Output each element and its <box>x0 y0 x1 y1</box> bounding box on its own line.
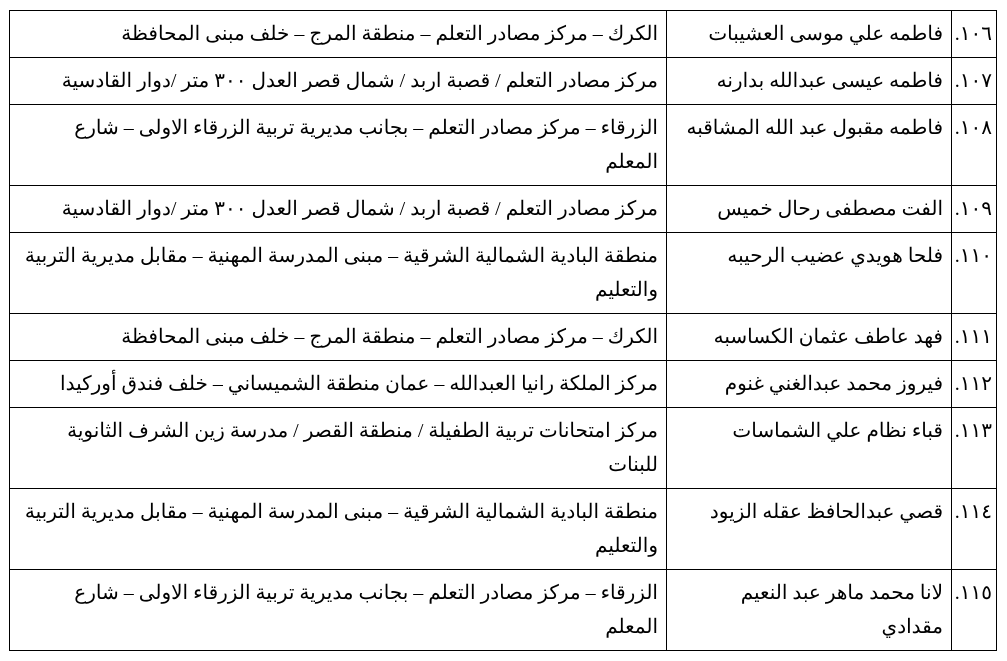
row-name: لانا محمد ماهر عبد النعيم مقدادي <box>667 570 952 651</box>
row-index: ١٠٩. <box>952 186 997 233</box>
row-index: ١٠٨. <box>952 105 997 186</box>
row-location: الزرقاء – مركز مصادر التعلم – بجانب مدير… <box>10 570 667 651</box>
row-index: ١١٢. <box>952 361 997 408</box>
row-location: الكرك – مركز مصادر التعلم – منطقة المرج … <box>10 314 667 361</box>
row-location: مركز مصادر التعلم / قصبة اربد / شمال قصر… <box>10 186 667 233</box>
row-index: ١١٥. <box>952 570 997 651</box>
table-body: ١٠٦. فاطمه علي موسى العشيبات الكرك – مرك… <box>10 11 997 651</box>
row-name: فيروز محمد عبدالغني غنوم <box>667 361 952 408</box>
row-location: الكرك – مركز مصادر التعلم – منطقة المرج … <box>10 11 667 58</box>
table-row: ١٠٩. الفت مصطفى رحال خميس مركز مصادر الت… <box>10 186 997 233</box>
row-index: ١٠٦. <box>952 11 997 58</box>
row-location: الزرقاء – مركز مصادر التعلم – بجانب مدير… <box>10 105 667 186</box>
row-name: فهد عاطف عثمان الكساسبه <box>667 314 952 361</box>
table-row: ١١٠. فلحا هويدي عضيب الرحيبه منطقة الباد… <box>10 233 997 314</box>
row-index: ١١٤. <box>952 489 997 570</box>
row-index: ١١٠. <box>952 233 997 314</box>
row-name: فاطمه مقبول عبد الله المشاقبه <box>667 105 952 186</box>
row-name: فلحا هويدي عضيب الرحيبه <box>667 233 952 314</box>
table-row: ١١١. فهد عاطف عثمان الكساسبه الكرك – مرك… <box>10 314 997 361</box>
table-row: ١١٥. لانا محمد ماهر عبد النعيم مقدادي ال… <box>10 570 997 651</box>
row-index: ١٠٧. <box>952 58 997 105</box>
row-name: فاطمه علي موسى العشيبات <box>667 11 952 58</box>
table-row: ١١٢. فيروز محمد عبدالغني غنوم مركز الملك… <box>10 361 997 408</box>
table-row: ١٠٨. فاطمه مقبول عبد الله المشاقبه الزرق… <box>10 105 997 186</box>
row-location: مركز الملكة رانيا العبدالله – عمان منطقة… <box>10 361 667 408</box>
people-locations-table: ١٠٦. فاطمه علي موسى العشيبات الكرك – مرك… <box>9 10 997 651</box>
row-location: مركز امتحانات تربية الطفيلة / منطقة القص… <box>10 408 667 489</box>
row-name: الفت مصطفى رحال خميس <box>667 186 952 233</box>
table-row: ١١٣. قباء نظام علي الشماسات مركز امتحانا… <box>10 408 997 489</box>
row-name: قباء نظام علي الشماسات <box>667 408 952 489</box>
row-location: منطقة البادية الشمالية الشرقية – مبنى ال… <box>10 233 667 314</box>
table-row: ١٠٧. فاطمه عيسى عبدالله بدارنه مركز مصاد… <box>10 58 997 105</box>
row-index: ١١١. <box>952 314 997 361</box>
table-row: ١٠٦. فاطمه علي موسى العشيبات الكرك – مرك… <box>10 11 997 58</box>
table-row: ١١٤. قصي عبدالحافظ عقله الزيود منطقة الب… <box>10 489 997 570</box>
row-location: مركز مصادر التعلم / قصبة اربد / شمال قصر… <box>10 58 667 105</box>
row-name: فاطمه عيسى عبدالله بدارنه <box>667 58 952 105</box>
row-location: منطقة البادية الشمالية الشرقية – مبنى ال… <box>10 489 667 570</box>
row-name: قصي عبدالحافظ عقله الزيود <box>667 489 952 570</box>
row-index: ١١٣. <box>952 408 997 489</box>
